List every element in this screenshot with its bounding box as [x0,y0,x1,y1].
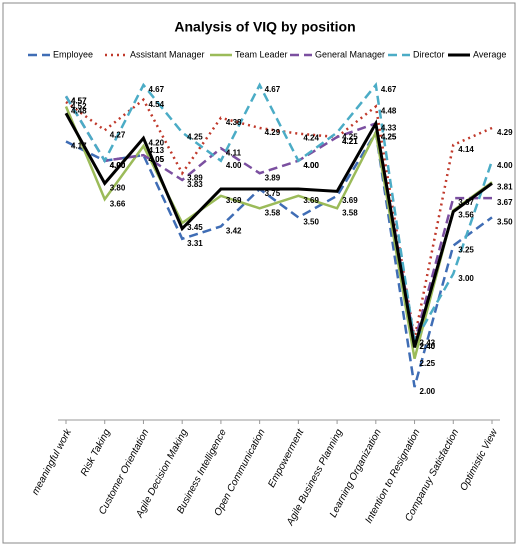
data-label: 4.25 [342,133,358,142]
legend-label: Director [413,49,445,59]
data-label: 3.89 [187,173,203,182]
data-label: 4.52 [71,102,87,111]
data-label: 3.25 [458,246,474,255]
series-line [64,82,494,346]
data-label: 3.69 [342,196,358,205]
data-label: 3.67 [497,198,513,207]
data-label: 3.83 [187,180,203,189]
series-line [64,106,493,360]
data-label: 4.25 [381,133,397,142]
data-label: 4.38 [226,118,242,127]
data-label: 4.67 [265,85,281,94]
data-label: 4.29 [497,128,513,137]
data-label: 2.43 [420,338,436,347]
data-label: 3.69 [226,196,242,205]
data-label: 4.00 [226,161,242,170]
data-label: 2.25 [420,359,436,368]
legend-label: Employee [53,49,93,59]
data-label: 4.33 [381,124,397,133]
data-label: 4.67 [148,85,164,94]
data-label: 4.00 [110,161,126,170]
legend-label: General Manager [315,49,385,59]
legend-label: Assistant Manager [130,49,205,59]
data-label: 4.13 [148,146,164,155]
data-label: 4.05 [148,155,164,164]
legend-label: Average [473,49,506,59]
data-label: 3.67 [458,198,474,207]
data-label: 3.50 [497,217,513,226]
series-line [65,97,493,339]
data-label: 4.21 [342,137,358,146]
data-label: 4.05 [148,155,164,164]
data-label: 4.17 [71,142,87,151]
data-label: 4.29 [265,128,281,137]
series-line [64,95,492,343]
data-label: 4.25 [187,133,203,142]
data-label: 3.45 [187,223,203,232]
data-label: 3.00 [458,274,474,283]
data-label: 3.80 [110,184,126,193]
data-label: 4.00 [110,161,126,170]
data-label: 2.40 [420,342,436,351]
data-label: 4.48 [71,107,87,116]
data-label: 3.42 [226,226,242,235]
data-label: 4.14 [458,145,474,154]
data-label: 3.58 [265,208,281,217]
data-label: 4.54 [148,100,164,109]
data-label: 3.81 [497,182,513,191]
data-label: 3.89 [265,173,281,182]
data-label: 2.00 [420,387,436,396]
chart-title: Analysis of VIQ by position [174,19,355,35]
data-label: 4.00 [303,161,319,170]
data-label: 4.21 [342,137,358,146]
data-label: 4.57 [71,96,87,105]
data-label: 3.56 [458,211,474,220]
data-label: 4.25 [381,133,397,142]
data-label: 4.24 [303,134,319,143]
data-label: 4.57 [71,96,87,105]
data-label: 2.40 [420,342,436,351]
data-label: 3.69 [303,196,319,205]
data-label: 4.00 [303,161,319,170]
data-label: 4.00 [110,161,126,170]
data-label: 4.67 [381,85,397,94]
data-label: 4.20 [148,138,164,147]
data-label: 4.11 [226,148,242,157]
data-label: 4.27 [110,130,126,139]
data-label: 3.50 [303,217,319,226]
data-label: 3.31 [187,239,203,248]
data-label: 3.75 [265,189,281,198]
data-label: 4.48 [381,107,397,116]
series-line [64,112,493,348]
data-label: 4.00 [497,161,513,170]
legend-label: Team Leader [235,49,288,59]
data-label: 3.58 [342,208,358,217]
data-label: 3.66 [110,199,126,208]
